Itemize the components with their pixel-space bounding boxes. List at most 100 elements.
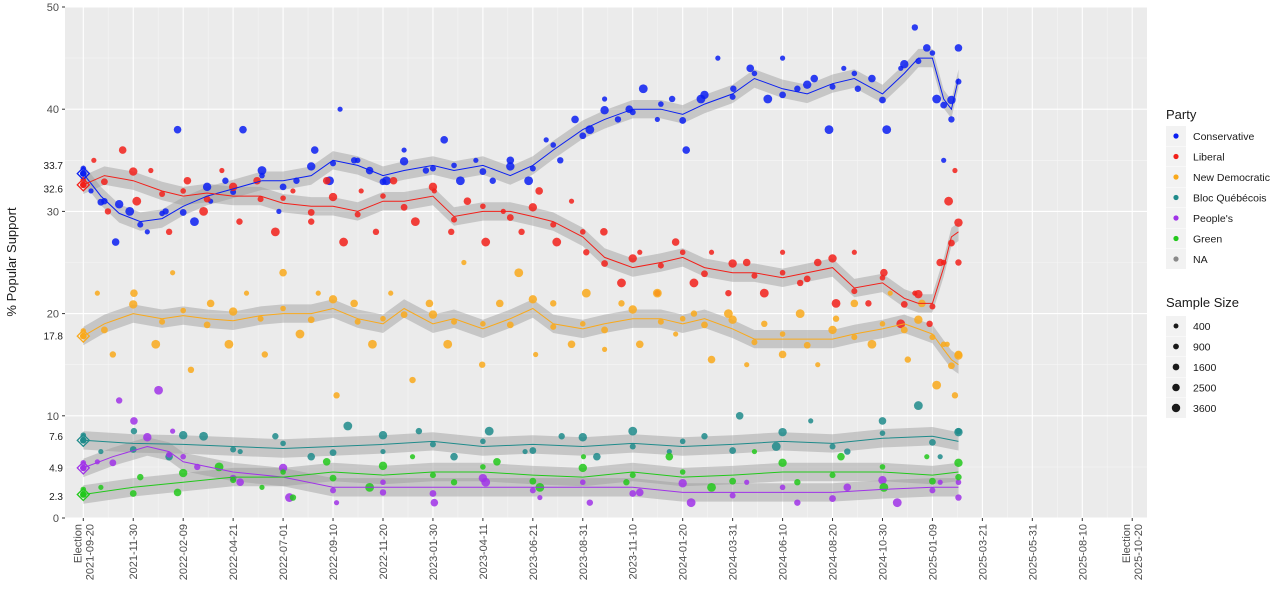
- poll-point-new-democratic: [461, 259, 467, 266]
- trend-band-people-s: [83, 437, 959, 502]
- poll-point-bloc-qu-b-cois: [429, 441, 436, 448]
- poll-point-people-s: [794, 499, 801, 506]
- trend-line-bloc-qu-b-cois: [83, 435, 959, 450]
- poll-point-bloc-qu-b-cois: [329, 449, 337, 456]
- poll-point-liberal: [944, 196, 954, 206]
- poll-point-liberal: [308, 218, 315, 225]
- poll-point-new-democratic: [400, 311, 408, 319]
- poll-point-people-s: [729, 492, 736, 499]
- election-value-new-democratic: 17.8: [44, 332, 64, 343]
- x-tick-label: 2025-01-09: [927, 524, 939, 580]
- poll-point-new-democratic: [581, 288, 591, 298]
- poll-point-liberal: [528, 203, 538, 212]
- poll-point-liberal: [148, 167, 154, 174]
- election-dot-new-democratic: [79, 332, 87, 340]
- poll-point-new-democratic: [495, 299, 504, 308]
- poll-point-new-democratic: [257, 315, 264, 322]
- poll-point-green: [580, 454, 587, 460]
- x-tick-label: 2024-10-30: [877, 524, 889, 580]
- poll-point-new-democratic: [914, 315, 923, 324]
- poll-point-people-s: [330, 487, 337, 494]
- poll-point-conservative: [401, 147, 407, 153]
- poll-point-liberal: [796, 279, 804, 287]
- poll-point-green: [129, 490, 137, 497]
- poll-point-conservative: [88, 188, 94, 194]
- poll-point-new-democratic: [550, 300, 557, 307]
- poll-point-liberal: [165, 228, 173, 236]
- poll-point-conservative: [579, 132, 587, 140]
- poll-point-new-democratic: [779, 331, 786, 337]
- poll-point-bloc-qu-b-cois: [937, 454, 943, 460]
- poll-point-new-democratic: [751, 339, 758, 346]
- poll-point-bloc-qu-b-cois: [879, 430, 886, 436]
- y-tick-label: 10: [47, 411, 59, 423]
- poll-point-conservative: [489, 177, 496, 184]
- poll-point-people-s: [829, 495, 836, 502]
- poll-point-liberal: [506, 214, 514, 221]
- poll-point-conservative: [911, 24, 919, 31]
- x-tick-label-line: 2023-06-21: [528, 524, 540, 580]
- poll-point-conservative: [114, 200, 124, 209]
- poll-point-liberal: [280, 195, 286, 201]
- size-dot-2500: [1172, 383, 1180, 392]
- legend-party-title: Party: [1166, 107, 1197, 122]
- poll-point-conservative: [882, 125, 892, 135]
- poll-point-new-democratic: [728, 315, 737, 324]
- poll-point-new-democratic: [528, 295, 538, 304]
- poll-point-bloc-qu-b-cois: [130, 427, 138, 435]
- poll-point-bloc-qu-b-cois: [307, 452, 316, 461]
- poll-point-new-democratic: [778, 350, 787, 359]
- poll-point-new-democratic: [673, 331, 679, 337]
- poll-point-conservative: [794, 85, 801, 92]
- legend-size-title: Sample Size: [1166, 295, 1239, 310]
- x-tick-label: 2024-01-20: [678, 524, 690, 580]
- poll-point-green: [578, 463, 587, 473]
- poll-point-green: [751, 448, 758, 455]
- poll-point-new-democratic: [388, 290, 394, 296]
- poll-point-new-democratic: [228, 307, 238, 316]
- poll-point-liberal: [914, 289, 923, 299]
- legend-label-na: NA: [1193, 254, 1208, 266]
- poll-point-new-democratic: [428, 310, 438, 319]
- poll-point-new-democratic: [850, 299, 859, 308]
- size-label-3600: 3600: [1193, 403, 1217, 415]
- poll-point-new-democratic: [380, 315, 386, 322]
- poll-point-conservative: [159, 210, 165, 217]
- poll-point-conservative: [222, 177, 229, 184]
- poll-point-green: [259, 484, 265, 490]
- poll-point-conservative: [940, 101, 948, 109]
- poll-point-conservative: [654, 116, 660, 123]
- poll-point-liberal: [270, 227, 280, 237]
- poll-point-liberal: [689, 278, 699, 288]
- size-label-1600: 1600: [1193, 362, 1217, 374]
- poll-point-bloc-qu-b-cois: [666, 448, 672, 455]
- poll-point-green: [450, 479, 458, 486]
- poll-point-liberal: [637, 249, 643, 255]
- poll-point-conservative: [810, 74, 819, 83]
- poll-point-new-democratic: [307, 316, 315, 324]
- poll-point-green: [230, 477, 237, 484]
- poll-point-new-democratic: [224, 339, 234, 349]
- poll-point-new-democratic: [900, 326, 908, 334]
- poll-point-green: [879, 464, 886, 470]
- poll-point-conservative: [954, 44, 963, 52]
- poll-point-conservative: [854, 85, 862, 92]
- poll-point-new-democratic: [333, 392, 340, 399]
- x-tick-label: 2024-08-20: [828, 524, 840, 580]
- poll-point-people-s: [380, 479, 386, 486]
- poll-point-new-democratic: [206, 299, 215, 308]
- x-tick-label: 2022-11-20: [378, 524, 390, 579]
- size-label-900: 900: [1193, 342, 1211, 354]
- poll-point-new-democratic: [180, 307, 186, 314]
- poll-point-new-democratic: [628, 305, 637, 314]
- poll-point-people-s: [430, 498, 439, 507]
- x-tick-label-line: 2024-08-20: [828, 524, 840, 580]
- poll-point-conservative: [751, 70, 758, 77]
- poll-point-green: [322, 457, 331, 466]
- poll-point-conservative: [354, 157, 361, 164]
- poll-point-bloc-qu-b-cois: [178, 431, 188, 440]
- poll-point-green: [173, 488, 182, 497]
- poll-point-liberal: [896, 319, 906, 329]
- poll-point-new-democratic: [932, 380, 942, 390]
